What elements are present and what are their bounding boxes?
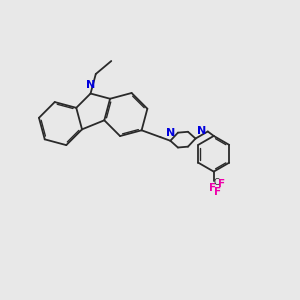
Text: N: N [86, 80, 95, 90]
Text: C: C [213, 178, 219, 187]
Text: F: F [209, 183, 216, 193]
Text: N: N [197, 126, 206, 136]
Text: N: N [166, 128, 175, 138]
Text: F: F [218, 179, 225, 189]
Text: F: F [214, 187, 221, 197]
